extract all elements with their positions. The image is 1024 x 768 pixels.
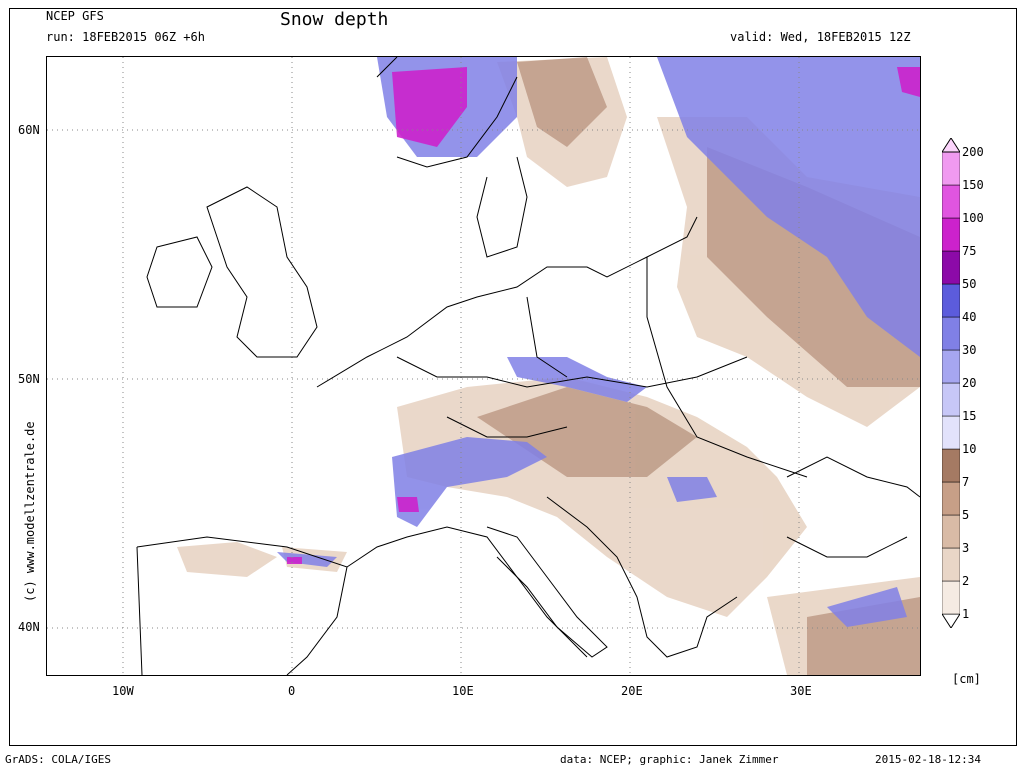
colorbar-label: 5: [962, 508, 970, 522]
colorbar-band: [941, 283, 961, 318]
colorbar-band: [941, 580, 961, 615]
snow-field-purple: [287, 67, 920, 564]
colorbar-band: [941, 448, 961, 483]
colorbar-label: 1: [962, 607, 970, 621]
colorbar-label: 30: [962, 343, 977, 357]
colorbar-band: [941, 217, 961, 252]
run-info: run: 18FEB2015 06Z +6h: [46, 30, 205, 44]
model-name: NCEP GFS: [46, 9, 104, 23]
chart-title: Snow depth: [280, 9, 389, 30]
snow-depth-map: [46, 56, 921, 676]
colorbar-label: 40: [962, 310, 977, 324]
graticule: [47, 57, 920, 675]
footer-center: data: NCEP; graphic: Janek Zimmer: [560, 753, 779, 766]
colorbar-label: 2: [962, 574, 970, 588]
colorbar-label: 20: [962, 376, 977, 390]
colorbar-label: 3: [962, 541, 970, 555]
colorbar-label: 50: [962, 277, 977, 291]
colorbar-band: [941, 382, 961, 417]
valid-time: valid: Wed, 18FEB2015 12Z: [730, 30, 911, 44]
colorbar-band: [941, 316, 961, 351]
colorbar-svg: [941, 137, 961, 629]
colorbar-band: [941, 349, 961, 384]
footer-left: GrADS: COLA/IGES: [5, 753, 111, 766]
colorbar-band: [941, 547, 961, 582]
colorbar-label: 15: [962, 409, 977, 423]
lon-tick-10e: 10E: [452, 684, 474, 698]
lon-tick-10w: 10W: [112, 684, 134, 698]
colorbar-label: 150: [962, 178, 984, 192]
colorbar-label: 10: [962, 442, 977, 456]
colorbar-band: [941, 184, 961, 219]
colorbar-label: 100: [962, 211, 984, 225]
map-canvas: [47, 57, 920, 675]
colorbar: [941, 137, 961, 629]
copyright-text: (c) www.modellzentrale.de: [23, 421, 37, 602]
lat-tick-40n: 40N: [18, 620, 40, 634]
lon-tick-30e: 30E: [790, 684, 812, 698]
lat-tick-60n: 60N: [18, 123, 40, 137]
lat-tick-50n: 50N: [18, 372, 40, 386]
coastlines: [136, 57, 920, 675]
colorbar-band-below: [941, 613, 961, 629]
footer-right: 2015-02-18-12:34: [875, 753, 981, 766]
plot-frame: [9, 8, 1017, 746]
colorbar-label: 7: [962, 475, 970, 489]
colorbar-label: 75: [962, 244, 977, 258]
colorbar-label: 200: [962, 145, 984, 159]
colorbar-band: [941, 151, 961, 186]
lon-tick-0: 0: [288, 684, 296, 698]
colorbar-band: [941, 514, 961, 549]
colorbar-unit: [cm]: [952, 672, 981, 686]
colorbar-band-above: [941, 137, 961, 153]
colorbar-band: [941, 481, 961, 516]
colorbar-band: [941, 415, 961, 450]
colorbar-band: [941, 250, 961, 285]
lon-tick-20e: 20E: [621, 684, 643, 698]
